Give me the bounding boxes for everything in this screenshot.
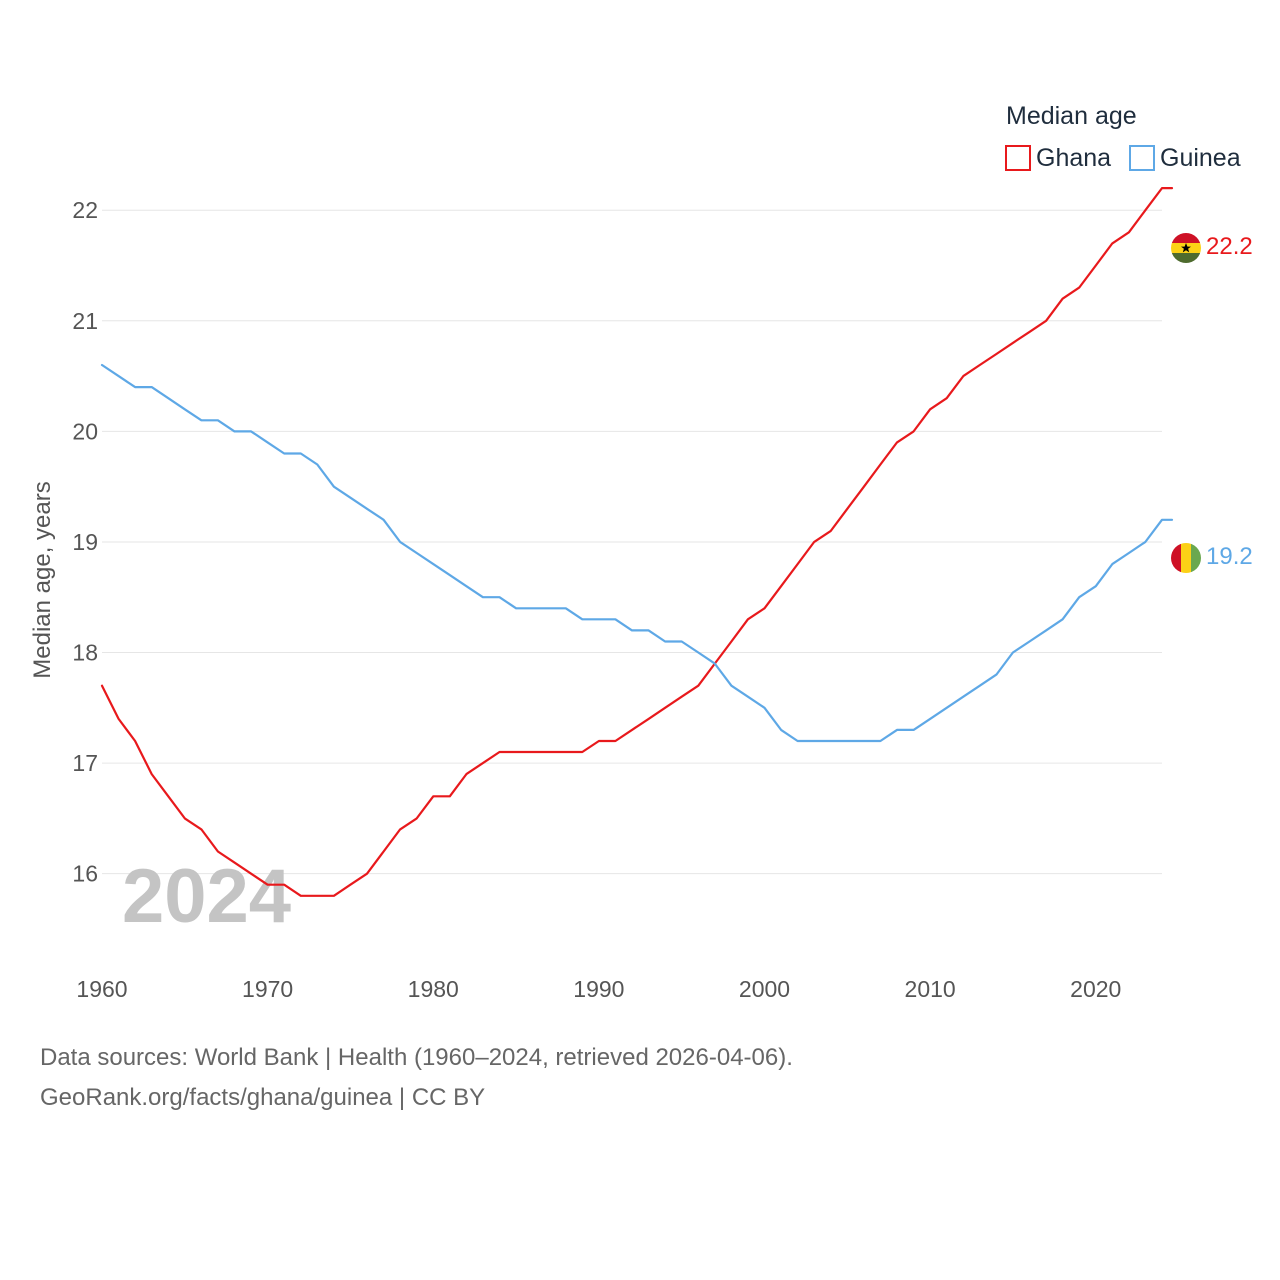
y-axis-ticks: 16 17 18 19 20 21 22 — [72, 197, 98, 886]
guinea-end-label: 19.2 — [1206, 543, 1253, 570]
footer-attribution[interactable]: GeoRank.org/facts/ghana/guinea | CC BY — [40, 1084, 486, 1111]
legend-swatch-ghana[interactable] — [1005, 145, 1031, 171]
legend-label-guinea[interactable]: Guinea — [1160, 144, 1241, 172]
ghana-end-label: 22.2 — [1206, 233, 1253, 260]
y-tick-label-20: 20 — [72, 418, 98, 444]
series-line-ghana[interactable] — [100, 187, 1174, 897]
y-tick-label-22: 22 — [72, 197, 98, 223]
y-tick-label-18: 18 — [72, 640, 98, 666]
ghana-flag-icon — [1171, 233, 1201, 263]
x-tick-label-1970: 1970 — [242, 976, 293, 1002]
y-tick-label-16: 16 — [72, 861, 98, 887]
y-axis-title: Median age, years — [29, 481, 56, 678]
legend: Median age Ghana Guinea — [1005, 102, 1241, 172]
series-line-guinea[interactable] — [100, 363, 1174, 743]
y-tick-label-19: 19 — [72, 529, 98, 555]
legend-title: Median age — [1006, 102, 1137, 130]
x-tick-label-2010: 2010 — [905, 976, 956, 1002]
legend-swatch-guinea[interactable] — [1129, 145, 1155, 171]
x-tick-label-2000: 2000 — [739, 976, 790, 1002]
x-tick-label-1990: 1990 — [573, 976, 624, 1002]
series-lines — [100, 187, 1174, 897]
x-tick-label-1980: 1980 — [408, 976, 459, 1002]
y-tick-label-21: 21 — [72, 308, 98, 334]
legend-label-ghana[interactable]: Ghana — [1036, 144, 1111, 172]
x-axis-ticks: 1960 1970 1980 1990 2000 2010 2020 — [76, 976, 1121, 1002]
y-tick-label-17: 17 — [72, 750, 98, 776]
guinea-flag-icon — [1171, 543, 1201, 573]
x-tick-label-1960: 1960 — [76, 976, 127, 1002]
year-watermark: 2024 — [122, 854, 291, 939]
gridlines — [102, 209, 1162, 875]
x-tick-label-2020: 2020 — [1070, 976, 1121, 1002]
footer-source: Data sources: World Bank | Health (1960–… — [40, 1044, 793, 1071]
